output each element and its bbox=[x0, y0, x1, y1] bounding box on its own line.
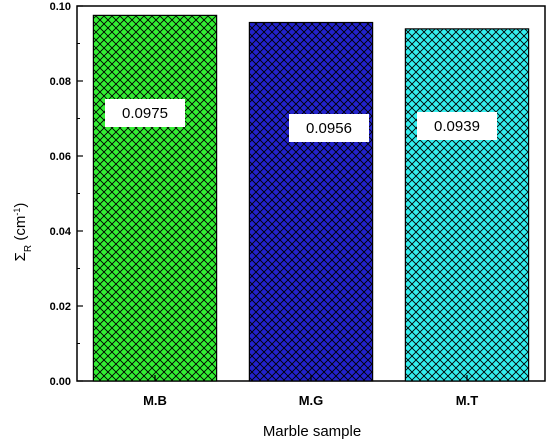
data-label: 0.0975 bbox=[122, 105, 168, 122]
data-label-box bbox=[289, 114, 369, 142]
plot-area: 0.00 0.02 0.04 0.06 0.08 0.10 M.B 0.0975 M.G 0.09… bbox=[50, 1, 546, 408]
x-tick-label: M.T bbox=[456, 393, 478, 408]
data-label-box bbox=[417, 112, 497, 140]
x-axis-title: Marble sample bbox=[263, 423, 361, 440]
y-axis-title-superscript: -1 bbox=[12, 208, 22, 216]
y-tick-label: 0.08 bbox=[50, 76, 71, 88]
y-tick-label: 0.10 bbox=[50, 1, 71, 13]
x-tick-label: M.G bbox=[299, 393, 324, 408]
y-tick-label: 0.00 bbox=[50, 376, 71, 388]
bar-hatch bbox=[92, 14, 218, 382]
svg-text:ΣR (cm-1): ΣR (cm-1) bbox=[12, 203, 34, 262]
x-tick-label: M.B bbox=[143, 393, 167, 408]
y-axis-title-subscript: R bbox=[23, 245, 34, 252]
data-label: 0.0939 bbox=[434, 118, 480, 135]
y-axis-title-symbol: Σ bbox=[12, 252, 29, 261]
y-tick-label: 0.02 bbox=[50, 301, 71, 313]
bar-hatch bbox=[248, 21, 374, 382]
y-axis-title-close: ) bbox=[12, 203, 29, 208]
data-label-box bbox=[105, 99, 185, 127]
data-label: 0.0956 bbox=[306, 120, 352, 137]
bar-hatch bbox=[404, 28, 530, 382]
y-axis-title-unit: (cm bbox=[12, 216, 29, 245]
y-tick-label: 0.04 bbox=[50, 226, 72, 238]
y-axis-title: ΣR (cm-1) bbox=[12, 203, 34, 262]
y-tick-label: 0.06 bbox=[50, 151, 71, 163]
